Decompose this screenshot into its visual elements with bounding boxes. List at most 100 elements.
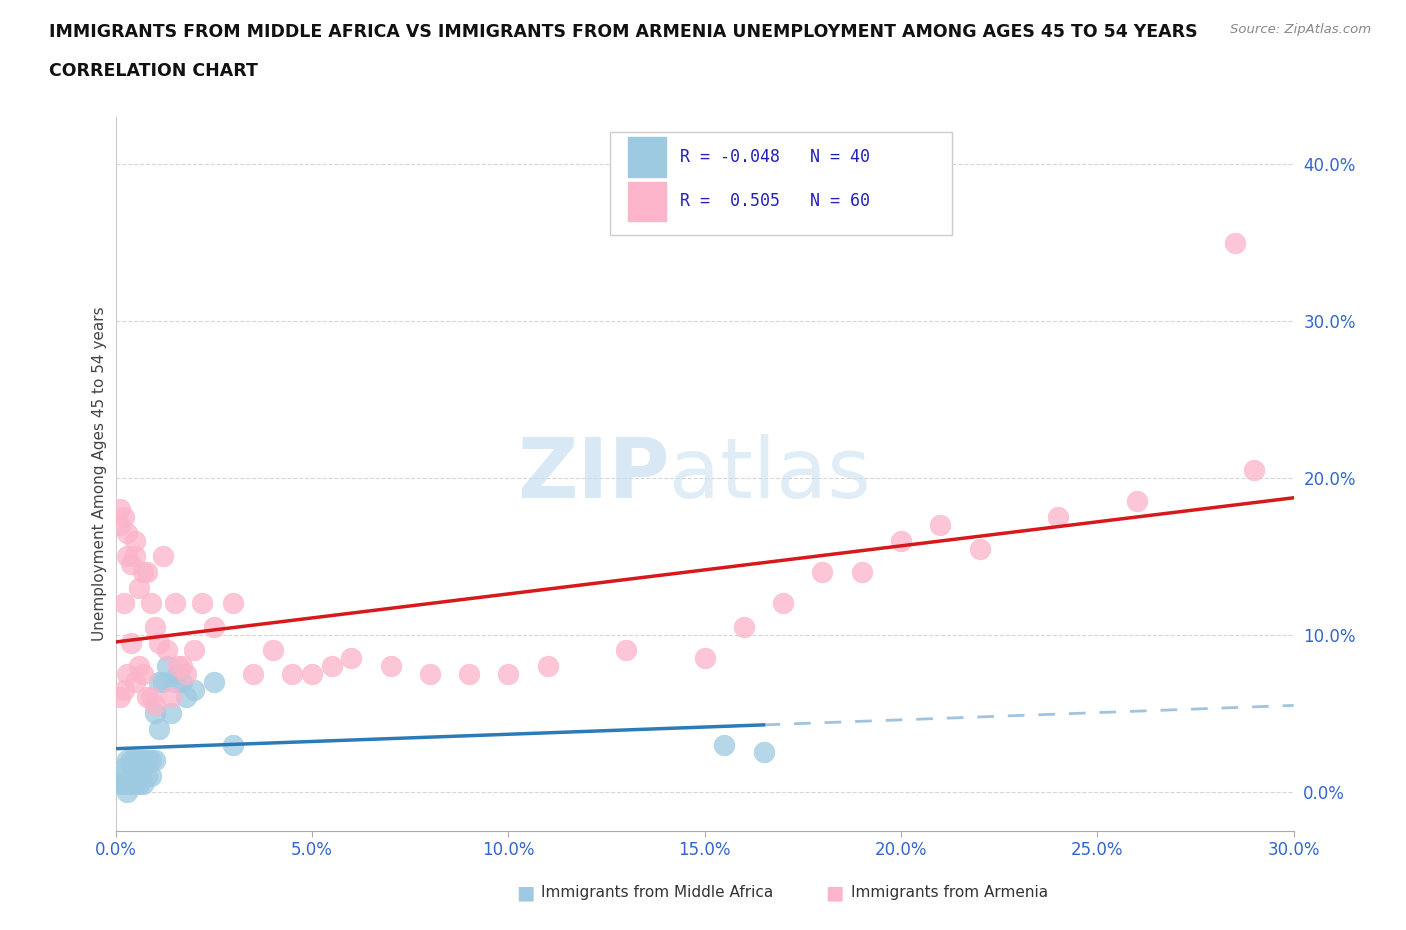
Point — [752, 745, 775, 760]
Point — [128, 777, 150, 791]
Point — [183, 643, 205, 658]
Point — [172, 658, 194, 673]
Point — [242, 667, 264, 682]
Point — [176, 690, 198, 705]
Text: Immigrants from Middle Africa: Immigrants from Middle Africa — [541, 885, 773, 900]
Point — [117, 777, 139, 791]
Point — [176, 667, 198, 682]
Point — [1047, 510, 1070, 525]
Text: R =  0.505   N = 60: R = 0.505 N = 60 — [681, 192, 870, 210]
Text: ZIP: ZIP — [517, 433, 669, 514]
Point — [124, 549, 146, 564]
Point — [124, 761, 146, 776]
Point — [117, 752, 139, 767]
Point — [128, 580, 150, 595]
Point — [321, 658, 343, 673]
Point — [929, 518, 952, 533]
Point — [693, 651, 716, 666]
Y-axis label: Unemployment Among Ages 45 to 54 years: Unemployment Among Ages 45 to 54 years — [93, 307, 107, 642]
Text: R = -0.048   N = 40: R = -0.048 N = 40 — [681, 148, 870, 166]
Point — [132, 752, 155, 767]
Point — [132, 565, 155, 579]
Point — [183, 683, 205, 698]
Point — [419, 667, 441, 682]
Point — [124, 533, 146, 548]
Point — [139, 768, 162, 783]
Point — [143, 752, 166, 767]
Point — [108, 518, 131, 533]
Point — [340, 651, 363, 666]
Point — [136, 565, 159, 579]
Point — [128, 658, 150, 673]
Point — [202, 674, 225, 689]
Point — [1243, 463, 1265, 478]
Point — [124, 752, 146, 767]
FancyBboxPatch shape — [628, 181, 666, 220]
Point — [128, 768, 150, 783]
Point — [108, 768, 131, 783]
Point — [222, 596, 245, 611]
Text: ■: ■ — [825, 884, 844, 902]
Point — [156, 658, 179, 673]
Point — [136, 752, 159, 767]
Point — [112, 761, 135, 776]
Point — [120, 768, 142, 783]
Point — [191, 596, 214, 611]
Text: CORRELATION CHART: CORRELATION CHART — [49, 62, 259, 80]
Point — [772, 596, 794, 611]
Point — [120, 777, 142, 791]
Point — [108, 777, 131, 791]
Point — [890, 533, 912, 548]
Point — [108, 690, 131, 705]
Point — [128, 752, 150, 767]
Point — [152, 549, 174, 564]
Point — [139, 752, 162, 767]
Point — [112, 777, 135, 791]
Text: Immigrants from Armenia: Immigrants from Armenia — [851, 885, 1047, 900]
Point — [301, 667, 323, 682]
Point — [108, 502, 131, 517]
Point — [167, 658, 190, 673]
Point — [163, 596, 186, 611]
Point — [143, 706, 166, 721]
Point — [152, 674, 174, 689]
Text: Source: ZipAtlas.com: Source: ZipAtlas.com — [1230, 23, 1371, 36]
FancyBboxPatch shape — [628, 138, 666, 177]
Point — [202, 619, 225, 634]
Point — [163, 674, 186, 689]
FancyBboxPatch shape — [610, 131, 952, 235]
Point — [112, 510, 135, 525]
Point — [159, 690, 181, 705]
Point — [143, 619, 166, 634]
Point — [148, 635, 170, 650]
Point — [143, 698, 166, 712]
Point — [117, 667, 139, 682]
Point — [124, 674, 146, 689]
Point — [132, 777, 155, 791]
Point — [120, 635, 142, 650]
Point — [156, 643, 179, 658]
Point — [120, 557, 142, 572]
Point — [536, 658, 558, 673]
Point — [136, 690, 159, 705]
Point — [159, 706, 181, 721]
Point — [139, 690, 162, 705]
Point — [733, 619, 755, 634]
Point — [167, 667, 190, 682]
Point — [117, 784, 139, 799]
Point — [148, 722, 170, 737]
Point — [458, 667, 481, 682]
Point — [124, 768, 146, 783]
Text: atlas: atlas — [669, 433, 872, 514]
Point — [262, 643, 284, 658]
Point — [614, 643, 637, 658]
Point — [498, 667, 520, 682]
Point — [281, 667, 304, 682]
Text: ■: ■ — [516, 884, 534, 902]
Text: IMMIGRANTS FROM MIDDLE AFRICA VS IMMIGRANTS FROM ARMENIA UNEMPLOYMENT AMONG AGES: IMMIGRANTS FROM MIDDLE AFRICA VS IMMIGRA… — [49, 23, 1198, 41]
Point — [969, 541, 991, 556]
Point — [117, 549, 139, 564]
Point — [380, 658, 402, 673]
Point — [124, 777, 146, 791]
Point — [172, 674, 194, 689]
